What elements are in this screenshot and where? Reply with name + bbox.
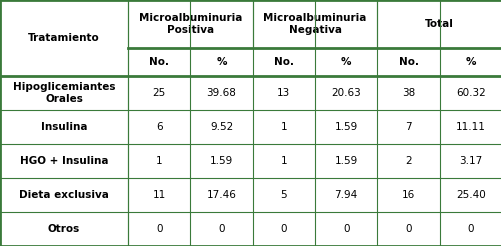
Text: 0: 0: [404, 224, 411, 234]
Text: Total: Total: [424, 19, 453, 29]
Text: 2: 2: [404, 156, 411, 166]
Text: 20.63: 20.63: [331, 88, 360, 98]
Text: 16: 16: [401, 190, 414, 200]
Text: 0: 0: [280, 224, 287, 234]
Text: 0: 0: [466, 224, 473, 234]
Text: 5: 5: [280, 190, 287, 200]
Text: Insulina: Insulina: [41, 122, 87, 132]
Text: %: %: [340, 57, 351, 67]
Text: 1.59: 1.59: [334, 122, 357, 132]
Text: 7: 7: [404, 122, 411, 132]
Text: 0: 0: [342, 224, 349, 234]
Text: 1.59: 1.59: [209, 156, 232, 166]
Text: Microalbuminuria
Positiva: Microalbuminuria Positiva: [138, 13, 241, 35]
Text: No.: No.: [149, 57, 169, 67]
Text: 25.40: 25.40: [455, 190, 485, 200]
Text: 25: 25: [152, 88, 165, 98]
Text: Otros: Otros: [48, 224, 80, 234]
Text: 1: 1: [155, 156, 162, 166]
Text: Hipoglicemiantes
Orales: Hipoglicemiantes Orales: [13, 82, 115, 104]
Text: 7.94: 7.94: [334, 190, 357, 200]
Text: %: %: [216, 57, 226, 67]
Text: HGO + Insulina: HGO + Insulina: [20, 156, 108, 166]
Text: %: %: [464, 57, 475, 67]
Text: 39.68: 39.68: [206, 88, 236, 98]
Text: 0: 0: [218, 224, 224, 234]
Text: 17.46: 17.46: [206, 190, 236, 200]
Text: Dieta exclusiva: Dieta exclusiva: [19, 190, 109, 200]
Text: 1: 1: [280, 122, 287, 132]
Text: 3.17: 3.17: [458, 156, 481, 166]
Text: Microalbuminuria
Negativa: Microalbuminuria Negativa: [263, 13, 366, 35]
Text: No.: No.: [273, 57, 293, 67]
Text: 6: 6: [155, 122, 162, 132]
Text: 13: 13: [277, 88, 290, 98]
Text: No.: No.: [398, 57, 418, 67]
Text: 9.52: 9.52: [209, 122, 232, 132]
Text: 38: 38: [401, 88, 414, 98]
Text: 1: 1: [280, 156, 287, 166]
Text: Tratamiento: Tratamiento: [28, 33, 100, 43]
Text: 1.59: 1.59: [334, 156, 357, 166]
Text: 11.11: 11.11: [455, 122, 485, 132]
Text: 11: 11: [152, 190, 165, 200]
Text: 0: 0: [156, 224, 162, 234]
Text: 60.32: 60.32: [455, 88, 485, 98]
